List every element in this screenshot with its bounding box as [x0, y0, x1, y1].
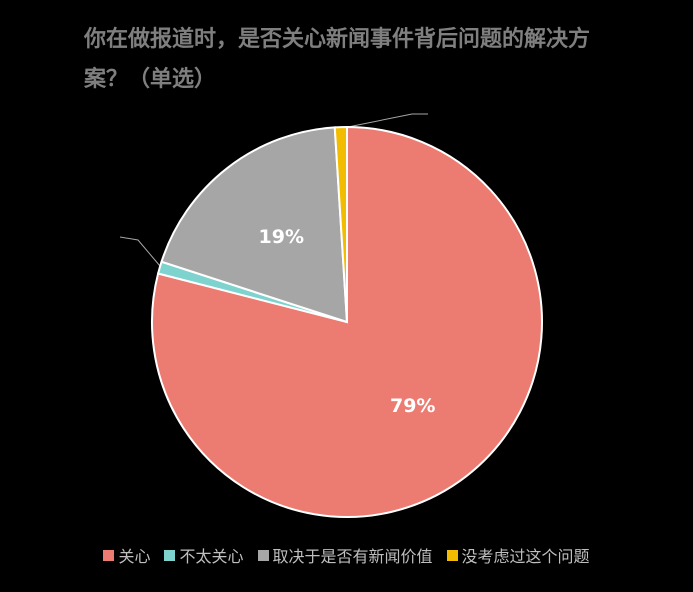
- legend-label: 关心: [118, 547, 151, 566]
- legend-swatch: [103, 549, 115, 561]
- legend-item: 没考虑过这个问题: [446, 543, 590, 567]
- pie-slice: [160, 126, 349, 324]
- legend-item: 关心: [103, 543, 150, 567]
- legend: 关心 不太关心 取决于是否有新闻价值 没考虑过这个问题: [0, 543, 693, 567]
- data-label: 79%: [390, 395, 435, 417]
- legend-label: 没考虑过这个问题: [461, 547, 590, 566]
- legend-swatch: [257, 549, 269, 561]
- data-label: 19%: [259, 226, 304, 248]
- legend-swatch: [164, 549, 176, 561]
- legend-label: 不太关心: [179, 547, 244, 566]
- leader-line: [119, 236, 161, 267]
- legend-item: 取决于是否有新闻价值: [257, 543, 433, 567]
- legend-swatch: [446, 549, 458, 561]
- pie-slice: [333, 125, 348, 323]
- legend-item: 不太关心: [164, 543, 244, 567]
- chart-title: 你在做报道时，是否关心新闻事件背后问题的解决方案？（单选）: [84, 27, 591, 92]
- legend-label: 取决于是否有新闻价值: [272, 547, 433, 566]
- leader-line: [342, 113, 428, 129]
